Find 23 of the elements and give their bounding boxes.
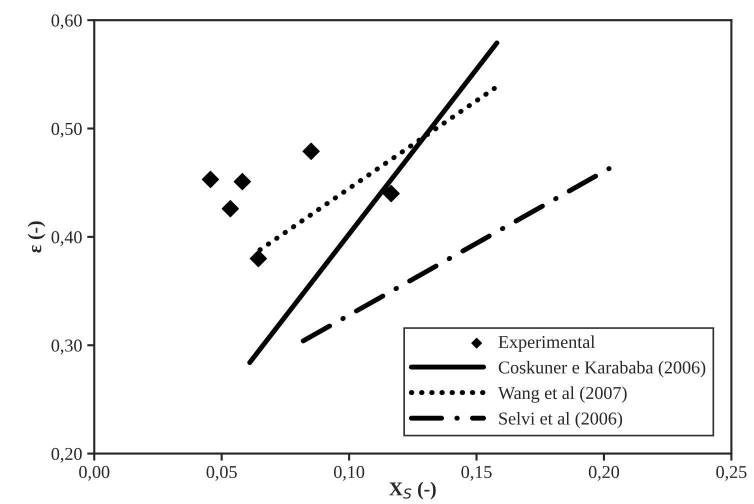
y-tick-label: 0,20 (52, 448, 82, 463)
x-tick-label: 0,20 (588, 466, 620, 481)
point (302, 142, 320, 160)
x-axis-title: X$_{S}$ (-) (389, 482, 436, 500)
x-tick-label: 0,25 (716, 466, 746, 481)
legend-label: Wang et al (2007) (498, 386, 627, 403)
y-tick-label: 0,60 (52, 14, 82, 30)
y-tick-label: 0,40 (52, 231, 82, 246)
x-tick-label: 0,15 (461, 466, 492, 481)
x-tick-label: 0,00 (79, 466, 110, 481)
y-axis-title: ε (-) (28, 221, 46, 253)
y-tick-label: 0,30 (52, 339, 82, 354)
x-tick-label: 0,10 (334, 466, 364, 481)
point (250, 250, 268, 268)
x-tick-label: 0,05 (206, 466, 237, 481)
point (382, 184, 400, 202)
point (222, 200, 240, 218)
legend-label: Experimental (498, 335, 595, 352)
legend-label: Coskuner e Karababa (2006) (498, 360, 706, 378)
point (234, 172, 251, 190)
y-tick-label: 0,50 (52, 122, 82, 138)
legend-label: Selvi et al (2006) (499, 412, 622, 428)
point (202, 170, 220, 188)
